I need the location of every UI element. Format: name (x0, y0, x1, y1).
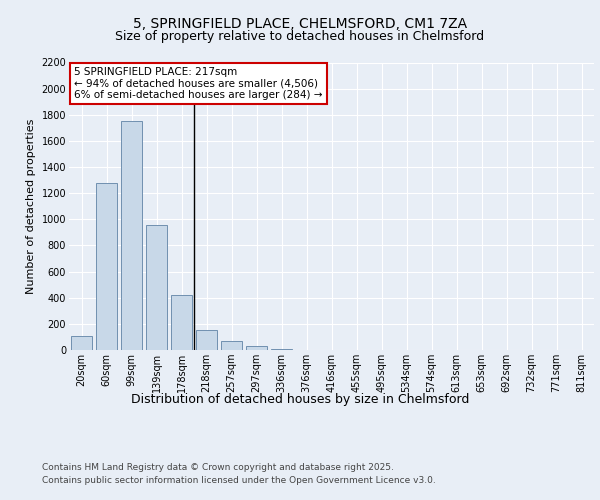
Y-axis label: Number of detached properties: Number of detached properties (26, 118, 36, 294)
Text: Size of property relative to detached houses in Chelmsford: Size of property relative to detached ho… (115, 30, 485, 43)
Bar (171, 295, 192, 350)
Bar (121, 122, 142, 350)
Text: Contains public sector information licensed under the Open Government Licence v3: Contains public sector information licen… (42, 476, 436, 485)
Text: 5 SPRINGFIELD PLACE: 217sqm
← 94% of detached houses are smaller (4,506)
6% of s: 5 SPRINGFIELD PLACE: 217sqm ← 94% of det… (74, 67, 323, 100)
Text: Contains HM Land Registry data © Crown copyright and database right 2025.: Contains HM Land Registry data © Crown c… (42, 462, 394, 471)
Bar (96, 182, 117, 350)
Bar (246, 346, 267, 350)
Bar (196, 330, 217, 350)
Text: 5, SPRINGFIELD PLACE, CHELMSFORD, CM1 7ZA: 5, SPRINGFIELD PLACE, CHELMSFORD, CM1 7Z… (133, 18, 467, 32)
Text: Distribution of detached houses by size in Chelmsford: Distribution of detached houses by size … (131, 392, 469, 406)
Bar (71, 336, 92, 350)
Bar (146, 224, 167, 350)
Bar (221, 341, 242, 350)
Bar (271, 348, 292, 350)
